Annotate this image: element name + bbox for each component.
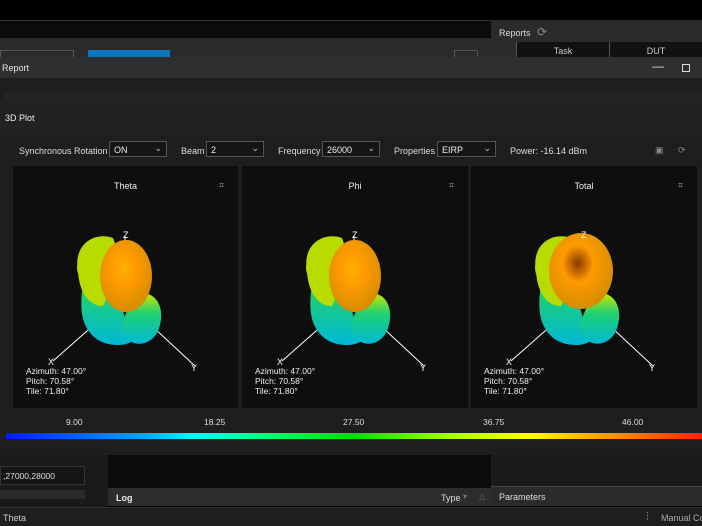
view-readout: Azimuth: 47.00° Pitch: 70.58° Tile: 71.8… bbox=[255, 366, 315, 396]
tile-readout: Tile: 71.80° bbox=[26, 386, 69, 396]
chevron-down-icon: ⌄ bbox=[251, 143, 259, 153]
parameters-title: Parameters bbox=[499, 492, 546, 502]
reports-title: Reports bbox=[499, 28, 531, 38]
divider bbox=[4, 92, 702, 100]
radiation-pattern-3d[interactable]: Z X Y bbox=[242, 166, 468, 408]
sync-value: ON bbox=[114, 145, 128, 155]
right-panel bbox=[491, 455, 702, 486]
plot-title: Total bbox=[574, 181, 594, 191]
properties-label: Properties bbox=[394, 146, 436, 156]
z-axis-label: Z bbox=[581, 230, 587, 240]
section-header: 3D Plot bbox=[0, 100, 702, 135]
tile-readout: Tile: 71.80° bbox=[484, 386, 527, 396]
beam-label: Beam bbox=[181, 146, 205, 156]
plot-panel-phi[interactable]: Phi ⌗ Z X Y Azimuth: 47.00° Pitch: 70.58… bbox=[242, 166, 468, 408]
log-area bbox=[108, 455, 491, 488]
colorbar-tick: 46.00 bbox=[622, 417, 644, 427]
properties-select[interactable]: EIRP ⌄ bbox=[437, 141, 496, 157]
beam-select[interactable]: 2 ⌄ bbox=[206, 141, 264, 157]
radiation-pattern-3d[interactable]: Z X Y bbox=[13, 166, 239, 408]
plot-title: Phi bbox=[348, 181, 362, 191]
dialog-title: Report bbox=[2, 63, 30, 73]
beam-value: 2 bbox=[211, 145, 217, 155]
log-header: Log Type ▾ △ bbox=[108, 488, 491, 506]
plot-panel-theta[interactable]: Theta ⌗ Z X Y Azimuth: 47.00° Pitch: 70.… bbox=[13, 166, 238, 408]
log-title: Log bbox=[116, 493, 133, 503]
reset-icon[interactable]: ⟳ bbox=[678, 145, 686, 155]
top-bar bbox=[0, 0, 702, 20]
z-axis-label: Z bbox=[123, 230, 129, 240]
azimuth-readout: Azimuth: 47.00° bbox=[255, 366, 316, 376]
colorbar-tick: 36.75 bbox=[483, 417, 505, 427]
sync-label: Synchronous Rotation bbox=[19, 146, 108, 156]
report-dialog: Report — 3D Plot Synchronous Rotation ON… bbox=[0, 57, 702, 455]
tile-readout: Tile: 71.80° bbox=[255, 386, 298, 396]
colorbar-tick: 18.25 bbox=[204, 417, 226, 427]
plot-toolbar: Synchronous Rotation ON ⌄ Beam 2 ⌄ Frequen… bbox=[0, 141, 702, 163]
frequency-label: Frequency bbox=[278, 146, 321, 156]
colorbar-tick: 9.00 bbox=[66, 417, 83, 427]
type-filter[interactable]: Type bbox=[441, 493, 461, 503]
section-title: 3D Plot bbox=[5, 113, 35, 123]
frequency-value: 26000 bbox=[327, 145, 353, 155]
image-icon[interactable]: ▣ bbox=[655, 145, 664, 155]
dialog-header: Report — bbox=[0, 57, 702, 78]
frequency-list-field[interactable]: ,27000,28000 bbox=[0, 466, 85, 485]
power-readout: Power: -16.14 dBm bbox=[510, 146, 588, 156]
fit-view-icon[interactable]: ⌗ bbox=[218, 180, 224, 190]
chevron-down-icon: ⌄ bbox=[154, 143, 162, 153]
parameters-header: Parameters bbox=[491, 486, 702, 506]
view-readout: Azimuth: 47.00° Pitch: 70.58° Tile: 71.8… bbox=[26, 366, 86, 396]
x-axis-label: X bbox=[506, 357, 512, 367]
main-lobe bbox=[329, 240, 381, 312]
y-axis-label: Y bbox=[649, 363, 655, 373]
left-field[interactable] bbox=[0, 490, 85, 499]
sync-select[interactable]: ON ⌄ bbox=[109, 141, 167, 157]
fit-view-icon[interactable]: ⌗ bbox=[677, 180, 683, 190]
chevron-down-icon: ⌄ bbox=[367, 143, 375, 153]
column-task[interactable]: Task bbox=[516, 42, 609, 57]
y-axis-label: Y bbox=[420, 363, 426, 373]
chevron-up-icon[interactable]: △ bbox=[479, 492, 486, 501]
pitch-readout: Pitch: 70.58° bbox=[255, 376, 304, 386]
x-axis-label: X bbox=[48, 357, 54, 367]
pitch-readout: Pitch: 70.58° bbox=[484, 376, 533, 386]
view-readout: Azimuth: 47.00° Pitch: 70.58° Tile: 71.8… bbox=[484, 366, 544, 396]
fit-view-icon[interactable]: ⌗ bbox=[448, 180, 454, 190]
z-axis-label: Z bbox=[352, 230, 358, 240]
chevron-down-icon[interactable]: ▾ bbox=[463, 492, 468, 501]
x-axis-label: X bbox=[277, 357, 283, 367]
plot-title: Theta bbox=[113, 181, 137, 191]
azimuth-readout: Azimuth: 47.00° bbox=[26, 366, 87, 376]
frequency-select[interactable]: 26000 ⌄ bbox=[322, 141, 380, 157]
column-dut[interactable]: DUT bbox=[609, 42, 702, 57]
minimize-icon[interactable]: — bbox=[652, 59, 664, 73]
maximize-icon[interactable] bbox=[682, 64, 690, 72]
main-lobe bbox=[100, 240, 152, 312]
colorbar bbox=[6, 433, 702, 439]
colorbar-tick: 27.50 bbox=[343, 417, 365, 427]
azimuth-readout: Azimuth: 47.00° bbox=[484, 366, 545, 376]
background-primary-button[interactable] bbox=[88, 50, 170, 58]
pitch-readout: Pitch: 70.58° bbox=[26, 376, 75, 386]
y-axis-label: Y bbox=[191, 363, 197, 373]
refresh-icon[interactable]: ⟳ bbox=[537, 25, 548, 39]
radiation-pattern-3d[interactable]: Z X Y bbox=[471, 166, 697, 408]
chevron-down-icon: ⌄ bbox=[483, 143, 491, 153]
status-mode[interactable]: Manual Co bbox=[661, 513, 702, 523]
status-bar: Theta ⫶ Manual Co bbox=[0, 507, 702, 526]
status-left: Theta bbox=[3, 513, 27, 523]
plot-panel-total[interactable]: Total ⌗ Z X Y Azimuth: 47.00° Pitch: 70.… bbox=[471, 166, 697, 408]
reports-panel: Reports ⟳ Task DUT bbox=[491, 20, 702, 57]
properties-value: EIRP bbox=[442, 145, 464, 155]
main-lobe bbox=[549, 233, 613, 309]
sliders-icon[interactable]: ⫶ bbox=[646, 511, 649, 523]
